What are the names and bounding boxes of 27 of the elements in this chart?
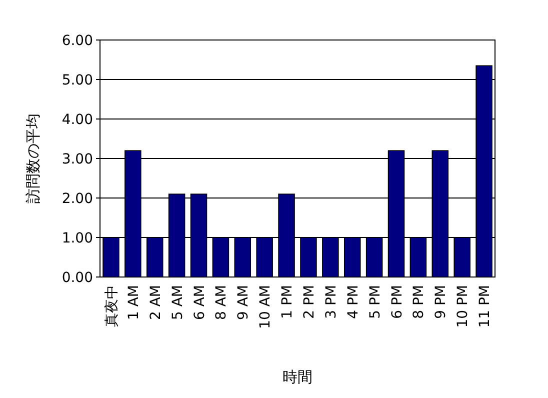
- x-tick-label: 10 AM: [258, 285, 274, 329]
- y-tick-label: 1.00: [62, 230, 93, 246]
- x-tick-label: 5 AM: [170, 285, 186, 320]
- x-tick-label: 1 AM: [126, 285, 142, 320]
- x-tick-label: 5 PM: [367, 285, 384, 319]
- x-tick-label: 2 AM: [148, 285, 164, 320]
- x-tick-label: 6 PM: [389, 285, 406, 319]
- y-tick-label: 6.00: [62, 33, 93, 49]
- x-tick-label: 3 PM: [323, 285, 340, 319]
- x-tick-label: 真夜中: [104, 285, 120, 327]
- x-tick-label: 8 PM: [411, 285, 428, 319]
- x-axis-title: 時間: [282, 368, 312, 386]
- x-tick-label: 1 PM: [280, 285, 296, 319]
- x-tick-label: 2 PM: [301, 285, 318, 319]
- y-axis-title: 訪問数の平均: [24, 114, 42, 204]
- x-tick-label: 8 AM: [214, 285, 230, 320]
- x-tick-label: 4 PM: [345, 285, 362, 319]
- x-tick-label: 9 PM: [433, 285, 450, 319]
- y-tick-label: 2.00: [62, 191, 93, 207]
- x-tick-label: 11 PM: [477, 285, 494, 328]
- y-tick-label: 3.00: [62, 152, 93, 168]
- y-tick-label: 5.00: [62, 72, 93, 88]
- x-tick-label: 10 PM: [455, 285, 472, 328]
- y-tick-label: 0.00: [62, 270, 93, 286]
- x-tick-label: 9 AM: [236, 285, 252, 320]
- x-tick-label: 6 AM: [192, 285, 208, 320]
- y-tick-label: 4.00: [62, 112, 93, 128]
